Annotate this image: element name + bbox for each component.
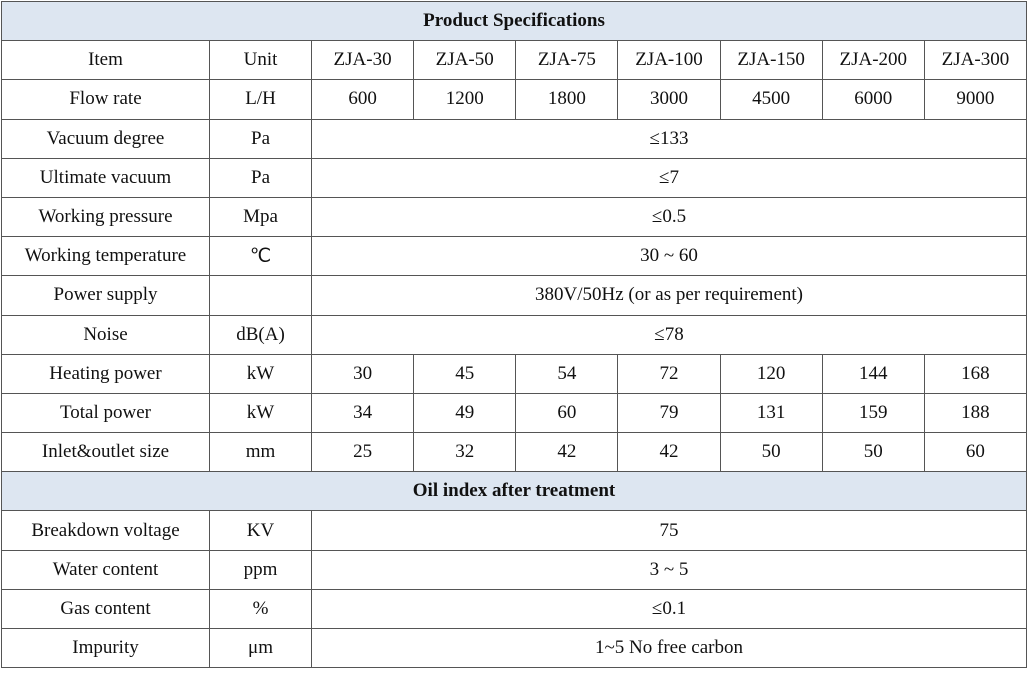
value-cell: 4500 xyxy=(719,79,823,120)
value-cell: 131 xyxy=(719,392,823,434)
spec-table: Product Specifications Item Unit ZJA-30 ZJA-… xyxy=(1,0,1028,669)
value-cell: 1800 xyxy=(515,79,619,120)
item-cell: Water content xyxy=(1,549,210,590)
item-cell: Gas content xyxy=(1,588,210,630)
unit-cell: ppm xyxy=(209,549,312,590)
unit-cell: kW xyxy=(209,392,312,434)
table-row: Heating power kW 30 45 54 72 120 144 168 xyxy=(1,353,1028,394)
table-body: Product Specifications Item Unit ZJA-30 ZJA-… xyxy=(1,0,1028,669)
value-cell: 6000 xyxy=(821,79,925,120)
item-cell: Working temperature xyxy=(1,236,210,277)
value-cell: 45 xyxy=(413,353,517,394)
value-cell: 600 xyxy=(310,79,415,120)
table-row: Product Specifications xyxy=(1,0,1027,42)
value-cell: 3 ~ 5 xyxy=(311,549,1027,590)
unit-cell xyxy=(209,275,312,316)
value-cell: 54 xyxy=(515,353,619,394)
table-row: Total power kW 34 49 60 79 131 159 188 xyxy=(1,392,1028,434)
unit-cell: Mpa xyxy=(209,196,312,238)
header-cell: Item xyxy=(1,40,210,81)
value-cell: 79 xyxy=(617,392,721,434)
item-cell: Total power xyxy=(1,392,210,434)
item-cell: Flow rate xyxy=(1,79,210,120)
value-cell: 120 xyxy=(719,353,823,394)
value-cell: 25 xyxy=(310,432,415,473)
value-cell: 3000 xyxy=(617,79,721,120)
value-cell: 42 xyxy=(617,432,721,473)
table-row: Gas content% ≤0.1 xyxy=(1,588,1027,630)
item-cell: Ultimate vacuum xyxy=(1,157,210,198)
value-cell: 32 xyxy=(413,432,517,473)
value-cell: ≤0.1 xyxy=(311,588,1027,630)
header-cell: ZJA-200 xyxy=(821,40,925,81)
value-cell: 49 xyxy=(413,392,517,434)
table-row: Breakdown voltage KV 75 xyxy=(1,510,1027,551)
unit-cell: μm xyxy=(209,627,312,669)
item-cell: Breakdown voltage xyxy=(1,510,210,551)
table-row: Water content ppm 3 ~ 5 xyxy=(1,549,1027,590)
value-cell: 168 xyxy=(923,353,1028,394)
table-row: Oil index after treatment xyxy=(1,471,1027,512)
header-cell: ZJA-300 xyxy=(923,40,1028,81)
unit-cell: Pa xyxy=(209,118,312,159)
unit-cell: KV xyxy=(209,510,312,551)
unit-cell: L/H xyxy=(209,79,312,120)
value-cell: ≤0.5 xyxy=(311,196,1027,238)
item-cell: Noise xyxy=(1,314,210,355)
value-cell: 30 xyxy=(310,353,415,394)
table-row: Item Unit ZJA-30 ZJA-50 ZJA-75 ZJA-100 ZJA-150… xyxy=(1,40,1028,81)
unit-cell: kW xyxy=(209,353,312,394)
value-cell: ≤78 xyxy=(311,314,1027,355)
value-cell: 50 xyxy=(821,432,925,473)
section-title: Oil index after treatment xyxy=(1,471,1027,512)
table-row: Impurity μm 1~5 No free carbon xyxy=(1,627,1027,669)
table-row: Noise dB(A) ≤78 xyxy=(1,314,1027,355)
value-cell: 1200 xyxy=(413,79,517,120)
value-cell: 50 xyxy=(719,432,823,473)
header-cell: ZJA-75 xyxy=(515,40,619,81)
table-row: Power supply 380V/50Hz (or as per require… xyxy=(1,275,1027,316)
header-cell: Unit xyxy=(209,40,312,81)
value-cell: 144 xyxy=(821,353,925,394)
unit-cell: mm xyxy=(209,432,312,473)
item-cell: Vacuum degree xyxy=(1,118,210,159)
value-cell: 9000 xyxy=(923,79,1028,120)
table-row: Vacuum degree Pa ≤133 xyxy=(1,118,1027,159)
item-cell: Working pressure xyxy=(1,196,210,238)
table-row: Inlet&outlet size mm 25 32 42 42 50 50 60 xyxy=(1,432,1028,473)
value-cell: 380V/50Hz (or as per requirement) xyxy=(311,275,1027,316)
value-cell: 34 xyxy=(310,392,415,434)
table-row: Working temperature ℃ 30 ~ 60 xyxy=(1,236,1027,277)
header-cell: ZJA-100 xyxy=(617,40,721,81)
header-cell: ZJA-150 xyxy=(719,40,823,81)
item-cell: Impurity xyxy=(1,627,210,669)
item-cell: Heating power xyxy=(1,353,210,394)
value-cell: 1~5 No free carbon xyxy=(311,627,1027,669)
value-cell: 75 xyxy=(311,510,1027,551)
section-title: Product Specifications xyxy=(1,0,1027,42)
value-cell: 72 xyxy=(617,353,721,394)
unit-cell: ℃ xyxy=(209,236,312,277)
header-cell: ZJA-30 xyxy=(310,40,415,81)
table-row: Flow rate L/H 600 1200 1800 3000 4500 6000 9000 xyxy=(1,79,1028,120)
value-cell: 60 xyxy=(923,432,1028,473)
unit-cell: % xyxy=(209,588,312,630)
value-cell: 30 ~ 60 xyxy=(311,236,1027,277)
value-cell: 42 xyxy=(515,432,619,473)
unit-cell: Pa xyxy=(209,157,312,198)
item-cell: Power supply xyxy=(1,275,210,316)
value-cell: ≤7 xyxy=(311,157,1027,198)
table-row: Working pressure Mpa ≤0.5 xyxy=(1,196,1027,238)
item-cell: Inlet&outlet size xyxy=(1,432,210,473)
header-cell: ZJA-50 xyxy=(413,40,517,81)
value-cell: 188 xyxy=(923,392,1028,434)
table-row: Ultimate vacuum Pa ≤7 xyxy=(1,157,1027,198)
unit-cell: dB(A) xyxy=(209,314,312,355)
value-cell: 60 xyxy=(515,392,619,434)
value-cell: 159 xyxy=(821,392,925,434)
value-cell: ≤133 xyxy=(311,118,1027,159)
